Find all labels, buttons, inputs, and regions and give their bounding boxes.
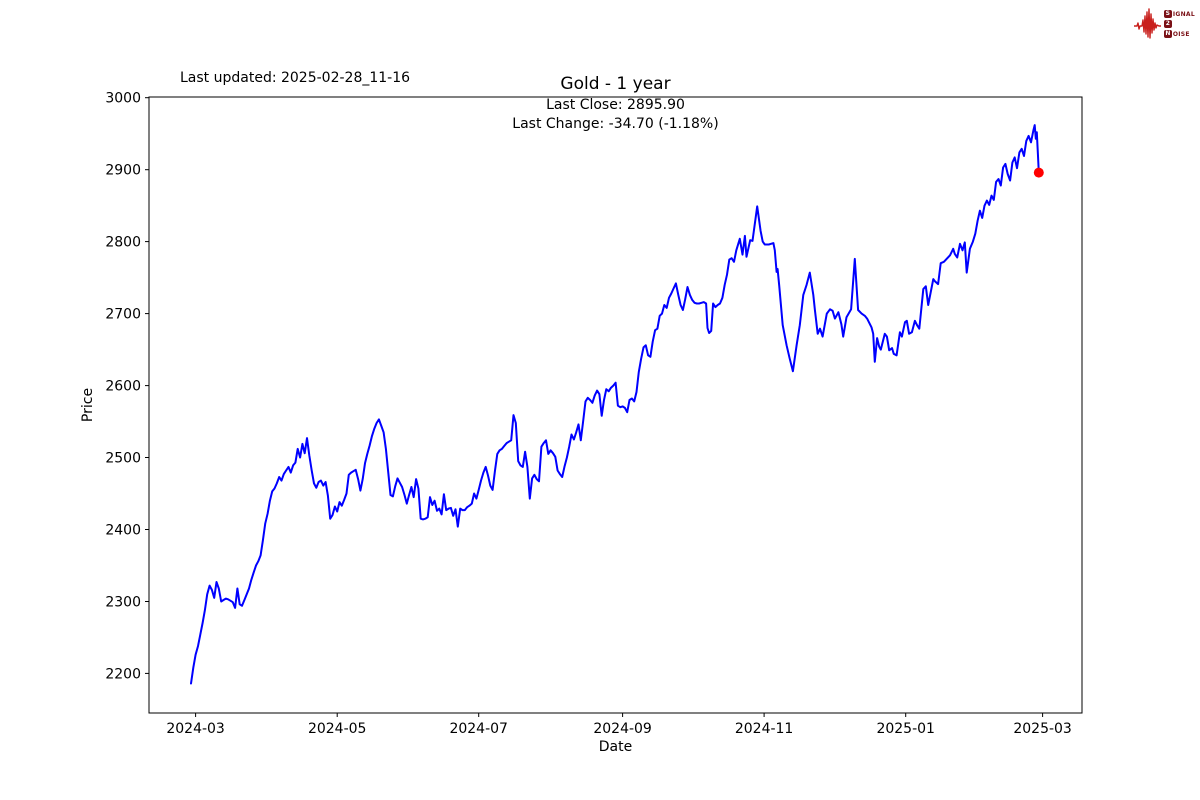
- x-tick-label: 2024-03: [166, 721, 225, 737]
- logo-badge-s: S: [1163, 10, 1172, 18]
- x-tick-label: 2024-09: [593, 721, 652, 737]
- y-tick-label: 2800: [105, 235, 141, 251]
- y-axis-label: Price: [80, 388, 96, 422]
- y-tick-label: 3000: [105, 91, 141, 107]
- logo-row-2: 2: [1163, 20, 1195, 29]
- logo-word-oise: OISE: [1172, 30, 1190, 38]
- last-updated-text: Last updated: 2025-02-28_11-16: [180, 70, 410, 86]
- signal2noise-logo: S IGNAL 2 N OISE: [1133, 5, 1195, 43]
- logo-text: S IGNAL 2 N OISE: [1163, 10, 1195, 39]
- plot-area: 2024-03 2024-05 2024-07 2024-09 2024-11 2025-…: [105, 91, 1083, 737]
- logo-badge-2: 2: [1163, 20, 1172, 28]
- chart-title: Gold - 1 year: [560, 74, 670, 94]
- logo-row-signal: S IGNAL: [1163, 10, 1195, 19]
- logo-row-noise: N OISE: [1163, 30, 1195, 39]
- y-tick-label: 2400: [105, 523, 141, 539]
- subtitle-last-close: Last Close: 2895.90: [546, 97, 685, 113]
- x-tick-label: 2024-07: [449, 721, 508, 737]
- x-tick-label: 2025-01: [876, 721, 935, 737]
- seismic-waveform-icon: [1133, 8, 1161, 39]
- logo-badge-n: N: [1163, 30, 1172, 38]
- subtitle-last-change: Last Change: -34.70 (-1.18%): [512, 116, 718, 132]
- x-tick-label: 2024-11: [735, 721, 794, 737]
- y-tick-label: 2700: [105, 307, 141, 323]
- x-axis-label: Date: [599, 739, 632, 755]
- price-line: [190, 124, 1040, 685]
- y-tick-label: 2600: [105, 379, 141, 395]
- y-tick-label: 2900: [105, 163, 141, 179]
- x-tick-label: 2025-03: [1013, 721, 1072, 737]
- y-tick-label: 2200: [105, 666, 141, 682]
- x-tick-label: 2024-05: [308, 721, 367, 737]
- y-tick-label: 2300: [105, 595, 141, 611]
- y-tick-label: 2500: [105, 451, 141, 467]
- logo-word-ignal: IGNAL: [1172, 10, 1195, 18]
- axes-frame: [148, 96, 1083, 714]
- last-price-marker: [1033, 167, 1044, 178]
